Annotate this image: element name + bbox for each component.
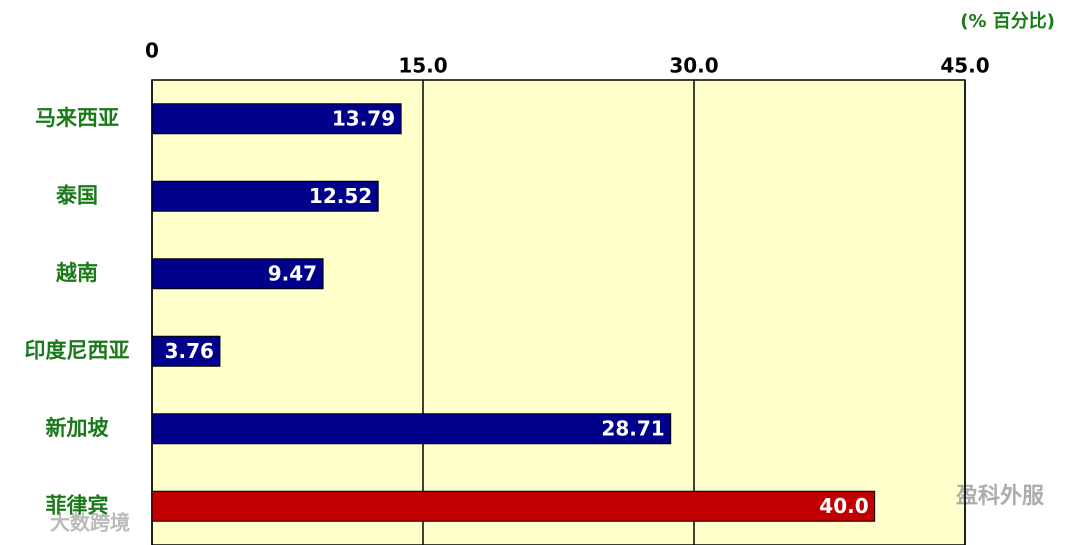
watermark: 大数跨境 [50, 511, 130, 535]
y-tick-label: 马来西亚 [35, 106, 119, 130]
plot-area [151, 79, 966, 545]
bar [151, 258, 324, 290]
value-label: 13.79 [332, 106, 395, 130]
x-tick-label: 30.0 [669, 54, 718, 78]
value-label: 9.47 [268, 261, 317, 285]
y-tick-label: 印度尼西亚 [25, 338, 130, 362]
value-label: 40.0 [819, 494, 868, 518]
value-label: 3.76 [165, 339, 214, 363]
bar [151, 180, 379, 212]
y-tick-label: 越南 [55, 261, 98, 285]
value-label: 12.52 [309, 184, 372, 208]
x-tick-label: 0 [145, 39, 159, 63]
bar [151, 413, 672, 445]
x-tick-label: 45.0 [940, 54, 989, 78]
bar [151, 103, 402, 135]
watermark: 盈科外服 [955, 483, 1045, 509]
bar [151, 335, 221, 367]
y-tick-label: 泰国 [55, 183, 98, 207]
y-tick-label: 新加坡 [46, 416, 109, 440]
value-label: 28.71 [601, 416, 664, 440]
x-tick-label: 15.0 [398, 54, 447, 78]
bar [151, 490, 876, 522]
y-tick-label: 菲律宾 [46, 493, 109, 517]
unit-label: (% 百分比) [960, 11, 1055, 32]
